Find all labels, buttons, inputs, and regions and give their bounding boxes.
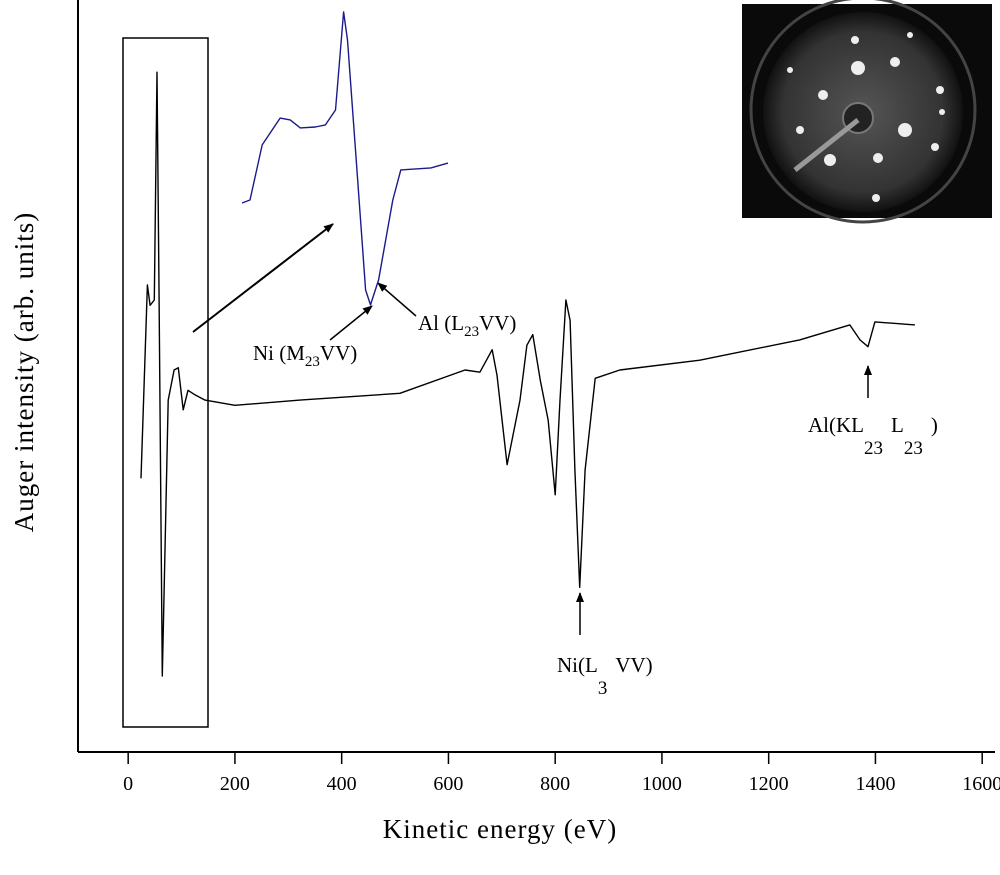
x-tick-label: 400 — [327, 773, 357, 795]
annotation-part: ) — [931, 413, 938, 437]
leed-photo — [742, 0, 992, 224]
arrow — [377, 282, 417, 317]
x-tick-label: 1400 — [855, 773, 895, 795]
annotation: Ni(L3 VV) — [557, 653, 653, 699]
zoom-arrow — [192, 223, 334, 333]
x-tick-label: 1000 — [642, 773, 682, 795]
annotation-part: Ni(L — [557, 653, 598, 677]
annotation-part: Al (L — [418, 311, 464, 335]
x-axis-title: Kinetic energy (eV) — [383, 814, 617, 844]
annotation-part: 23 — [464, 324, 479, 340]
annotation: Al(KL23L23) — [808, 413, 938, 459]
spectrum-line — [140, 71, 915, 677]
annotation-part: VV) — [479, 311, 516, 335]
annotation-part: Al(KL — [808, 413, 864, 437]
x-tick-label: 200 — [220, 773, 250, 795]
annotation-part: VV) — [320, 341, 357, 365]
spectrum-line — [241, 11, 449, 306]
zoom-box — [122, 37, 209, 728]
annotation-part: Ni (M — [253, 341, 305, 365]
x-tick-label: 800 — [540, 773, 570, 795]
annotation-part: VV) — [615, 653, 652, 677]
annotation-part: 23 — [904, 438, 923, 459]
annotation-part: 23 — [864, 438, 883, 459]
x-tick-label: 1600 — [962, 773, 1000, 795]
annotation-part: 23 — [305, 354, 320, 370]
arrow — [329, 305, 373, 341]
y-axis-title: Auger intensity (arb. units) — [9, 212, 39, 532]
x-tick-label: 0 — [123, 773, 133, 795]
annotation: Al (L23VV) — [418, 311, 516, 340]
x-tick-label: 600 — [433, 773, 463, 795]
annotation-part: 3 — [598, 678, 608, 699]
x-tick-label: 1200 — [749, 773, 789, 795]
annotation: Ni (M23VV) — [253, 341, 357, 370]
annotation-part: L — [891, 413, 904, 437]
